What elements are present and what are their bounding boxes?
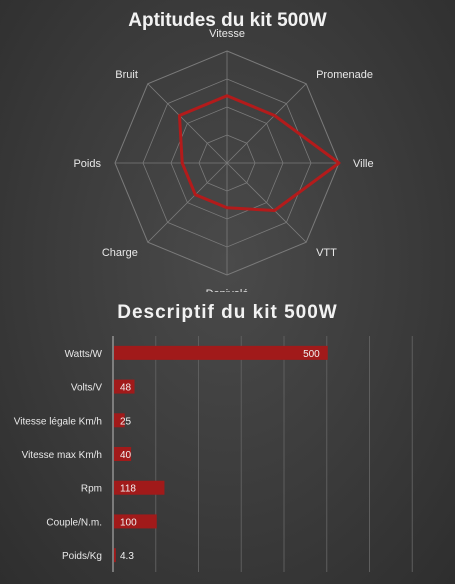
radar-chart-panel: Aptitudes du kit 500W Vitesse Promenade Vi… xyxy=(73,10,374,292)
bar xyxy=(114,379,135,394)
bar-data-label: 100 xyxy=(120,517,137,528)
bar-category-label: Poids/Kg xyxy=(62,551,102,562)
radar-spoke xyxy=(147,162,228,243)
bar-category-label: Couple/N.m. xyxy=(46,517,102,528)
radar-spoke xyxy=(226,83,307,164)
bar-category-label: Vitesse max Km/h xyxy=(22,450,102,461)
bar xyxy=(114,345,328,360)
bar-chart-title: Descriptif du kit 500W xyxy=(117,302,338,323)
bar-data-label: 25 xyxy=(120,416,132,427)
bar-chart: Watts/W 500 Volts/V 48 Vitesse légale Km/h 25… xyxy=(14,336,413,572)
radar-series-line xyxy=(177,94,341,213)
radar-category-label: Bruit xyxy=(115,69,138,81)
radar-category-label: Poids xyxy=(73,158,101,170)
bar xyxy=(114,514,157,529)
radar-category-label: VTT xyxy=(316,247,337,259)
bar-data-label: 500 xyxy=(303,349,320,360)
bar-data-label: 4.3 xyxy=(120,551,134,562)
bar-category-label: Watts/W xyxy=(65,349,103,360)
radar-chart: Vitesse Promenade Ville VTT Denivelé Charge Po… xyxy=(73,28,374,292)
bar xyxy=(114,447,132,461)
radar-spoke xyxy=(147,83,228,164)
radar-category-label: Vitesse xyxy=(209,28,245,40)
bar-category-label: Vitesse légale Km/h xyxy=(14,416,102,427)
bar-category-label: Volts/V xyxy=(71,383,102,394)
bar-category-label: Rpm xyxy=(81,484,102,495)
bar xyxy=(114,548,116,563)
radar-category-label: Ville xyxy=(353,158,374,170)
bar-data-label: 118 xyxy=(120,484,136,495)
bar-data-label: 40 xyxy=(120,450,132,461)
bar-chart-panel: Descriptif du kit 500W Watts/W 500 Volts/V… xyxy=(0,292,455,584)
bar xyxy=(114,480,165,495)
radar-category-label: Promenade xyxy=(316,69,373,81)
bar-data-label: 48 xyxy=(120,383,132,394)
radar-spoke xyxy=(226,162,307,243)
radar-category-label: Denivelé xyxy=(206,288,249,292)
radar-category-label: Charge xyxy=(102,247,138,259)
radar-chart-title: Aptitudes du kit 500W xyxy=(128,10,327,31)
bar xyxy=(114,413,125,428)
